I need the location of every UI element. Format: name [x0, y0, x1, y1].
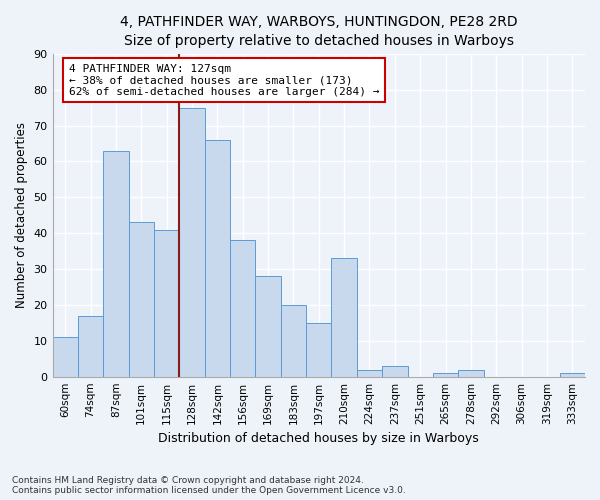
Bar	[230, 240, 256, 376]
Bar	[357, 370, 382, 376]
Bar	[306, 323, 331, 376]
Bar	[53, 337, 78, 376]
Bar	[179, 108, 205, 376]
Bar	[78, 316, 103, 376]
Bar	[331, 258, 357, 376]
Bar	[382, 366, 407, 376]
Bar	[128, 222, 154, 376]
Bar	[103, 150, 128, 376]
Bar	[205, 140, 230, 376]
Bar	[256, 276, 281, 376]
Bar	[458, 370, 484, 376]
Bar	[433, 373, 458, 376]
X-axis label: Distribution of detached houses by size in Warboys: Distribution of detached houses by size …	[158, 432, 479, 445]
Bar	[154, 230, 179, 376]
Text: 4 PATHFINDER WAY: 127sqm
← 38% of detached houses are smaller (173)
62% of semi-: 4 PATHFINDER WAY: 127sqm ← 38% of detach…	[68, 64, 379, 96]
Bar	[281, 305, 306, 376]
Y-axis label: Number of detached properties: Number of detached properties	[15, 122, 28, 308]
Text: Contains HM Land Registry data © Crown copyright and database right 2024.
Contai: Contains HM Land Registry data © Crown c…	[12, 476, 406, 495]
Title: 4, PATHFINDER WAY, WARBOYS, HUNTINGDON, PE28 2RD
Size of property relative to de: 4, PATHFINDER WAY, WARBOYS, HUNTINGDON, …	[120, 15, 518, 48]
Bar	[560, 373, 585, 376]
